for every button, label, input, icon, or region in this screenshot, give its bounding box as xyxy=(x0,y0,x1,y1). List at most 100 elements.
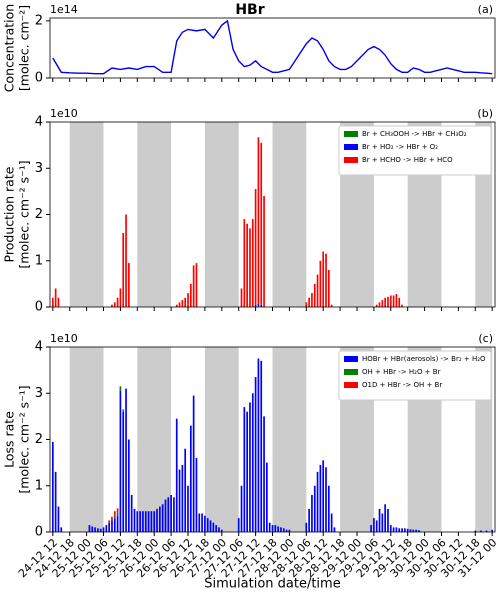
bar xyxy=(409,529,412,532)
bar xyxy=(178,469,181,532)
night-shading xyxy=(204,347,239,532)
bar xyxy=(319,260,322,307)
legend-swatch xyxy=(344,144,358,150)
y-tick-label: 0 xyxy=(35,300,43,315)
bar xyxy=(204,515,206,532)
bar xyxy=(384,297,387,307)
bar xyxy=(198,513,201,532)
bar xyxy=(125,214,127,307)
bar xyxy=(327,485,330,532)
bar xyxy=(381,513,384,532)
bar xyxy=(251,219,254,307)
title: HBr xyxy=(235,2,264,18)
bar xyxy=(305,522,308,532)
bar xyxy=(406,528,409,532)
bar xyxy=(254,304,257,307)
bar xyxy=(51,441,54,532)
night-shading xyxy=(204,122,239,307)
bar xyxy=(133,508,136,532)
bar xyxy=(113,515,116,519)
bar xyxy=(218,527,220,532)
bar xyxy=(161,504,164,532)
bar xyxy=(111,304,113,307)
bar xyxy=(319,464,322,532)
bar xyxy=(311,293,313,307)
y-tick-label: 4 xyxy=(35,115,43,130)
night-shading xyxy=(69,122,104,307)
bar xyxy=(54,471,57,532)
bar xyxy=(395,294,398,307)
y-axis-label: [molec. cm⁻²] xyxy=(17,5,32,91)
bar xyxy=(387,296,389,307)
bar xyxy=(94,527,96,532)
bar xyxy=(257,306,260,307)
bar xyxy=(173,497,175,532)
bar xyxy=(254,377,257,532)
bar xyxy=(412,529,415,532)
bar xyxy=(102,527,105,532)
bar xyxy=(187,293,189,307)
bar xyxy=(398,297,401,307)
bar xyxy=(378,508,381,532)
bar xyxy=(116,512,119,516)
bar xyxy=(184,297,187,307)
bar xyxy=(215,525,218,532)
bar xyxy=(418,530,420,532)
bar xyxy=(167,497,170,532)
legend-label: Br + HCHO -> HBr + HCO xyxy=(362,156,453,164)
bar xyxy=(305,302,308,307)
x-axis-label: Simulation date/time xyxy=(204,577,340,592)
y-axis-label: [molec. cm⁻² s⁻¹] xyxy=(17,385,32,493)
panel-label: (c) xyxy=(478,332,493,345)
bar xyxy=(392,295,395,307)
bar xyxy=(144,511,147,532)
bar xyxy=(122,233,125,307)
bar xyxy=(325,253,327,307)
bar xyxy=(395,527,398,532)
bar xyxy=(153,511,156,532)
bar xyxy=(164,499,167,532)
bar xyxy=(313,283,316,307)
y-tick-label: 1 xyxy=(35,478,43,493)
legend-box xyxy=(338,350,492,401)
bar xyxy=(282,528,285,532)
bar xyxy=(263,196,265,307)
bar xyxy=(480,530,482,532)
bar xyxy=(57,297,60,307)
bar xyxy=(370,525,372,532)
bar xyxy=(136,511,139,532)
y-tick-label: 0 xyxy=(35,525,43,540)
bar xyxy=(119,390,122,532)
bar xyxy=(147,511,150,532)
bar xyxy=(274,525,277,532)
data-line xyxy=(52,19,493,75)
bar xyxy=(257,303,260,307)
bar xyxy=(260,142,263,305)
y-tick-label: 4 xyxy=(35,340,43,355)
y-axis-label: Production rate xyxy=(2,166,17,262)
bar xyxy=(246,411,248,532)
bar xyxy=(398,528,401,532)
bar xyxy=(113,511,116,516)
bar xyxy=(189,425,192,532)
y-tick-label: 0 xyxy=(35,71,43,86)
bar xyxy=(116,508,119,513)
bar xyxy=(280,527,282,532)
bar xyxy=(57,506,60,532)
y-tick-label: 2 xyxy=(35,207,43,222)
offset-label: 1e10 xyxy=(50,332,78,345)
legend-swatch xyxy=(344,369,358,375)
bar xyxy=(378,302,381,307)
bar xyxy=(189,283,192,307)
bar xyxy=(195,263,198,307)
bar xyxy=(201,513,203,532)
y-axis-label: [molec. cm⁻² s⁻¹] xyxy=(17,160,32,268)
bar xyxy=(316,471,319,532)
bar xyxy=(51,297,54,307)
offset-label: 1e10 xyxy=(50,107,78,120)
bar xyxy=(158,506,161,532)
bar xyxy=(243,407,246,532)
bar xyxy=(271,525,274,532)
bar xyxy=(257,358,260,532)
bar xyxy=(404,528,406,532)
